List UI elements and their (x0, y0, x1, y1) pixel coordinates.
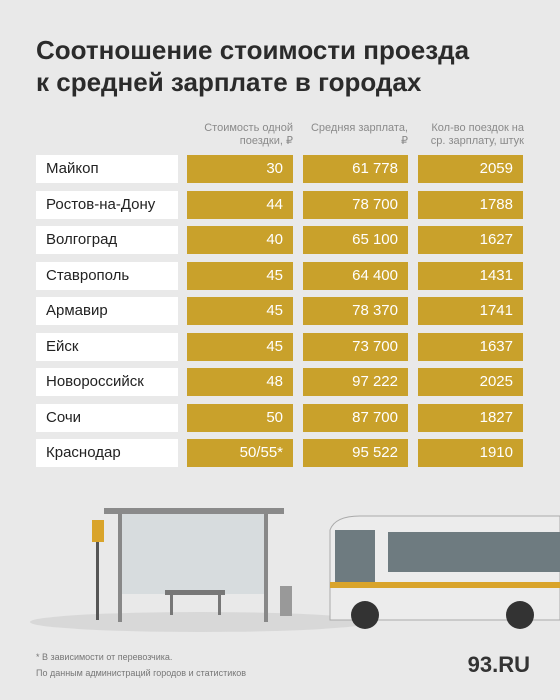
value-cell: 1637 (418, 332, 523, 361)
value-cell: 50/55* (187, 439, 293, 467)
value-cell: 30 (187, 155, 293, 183)
value-cell: 73 700 (303, 332, 408, 361)
city-cell: Ейск (36, 332, 178, 361)
column-header: Стоимость одной поездки, ₽ (204, 122, 293, 147)
value-cell: 40 (187, 226, 293, 254)
footnote: По данным администраций городов и статис… (36, 668, 247, 678)
value-cell: 87 700 (303, 403, 408, 432)
city-cell: Краснодар (36, 439, 178, 467)
value-cell: 44 (187, 190, 293, 219)
value-cell: 1827 (418, 403, 523, 432)
value-cell: 1788 (418, 190, 523, 219)
footnote: * В зависимости от перевозчика. (36, 652, 173, 662)
illustration (30, 508, 560, 632)
column-header: Кол-во поездок на ср. зарплату, штук (430, 122, 524, 147)
value-cell: 2059 (418, 155, 523, 183)
city-cell: Новороссийск (36, 368, 178, 396)
city-cell: Волгоград (36, 226, 178, 254)
value-cell: 1910 (418, 439, 523, 467)
value-cell: 48 (187, 368, 293, 396)
value-cell: 50 (187, 403, 293, 432)
value-cell: 78 370 (303, 297, 408, 325)
city-cell: Армавир (36, 297, 178, 325)
city-cell: Ростов-на-Дону (36, 190, 178, 219)
value-cell: 1431 (418, 261, 523, 290)
value-cell: 95 522 (303, 439, 408, 467)
value-cell: 45 (187, 332, 293, 361)
title: к средней зарплате в городах (36, 67, 422, 97)
value-cell: 1741 (418, 297, 523, 325)
value-cell: 78 700 (303, 190, 408, 219)
city-cell: Ставрополь (36, 261, 178, 290)
city-cell: Майкоп (36, 155, 178, 183)
value-cell: 1627 (418, 226, 523, 254)
city-cell: Сочи (36, 403, 178, 432)
logo: 93.RU (467, 652, 530, 677)
value-cell: 61 778 (303, 155, 408, 183)
column-header: Средняя зарплата, ₽ (310, 122, 408, 147)
value-cell: 97 222 (303, 368, 408, 396)
value-cell: 64 400 (303, 261, 408, 290)
value-cell: 65 100 (303, 226, 408, 254)
value-cell: 45 (187, 261, 293, 290)
value-cell: 45 (187, 297, 293, 325)
value-cell: 2025 (418, 368, 523, 396)
title: Соотношение стоимости проезда (36, 35, 470, 65)
